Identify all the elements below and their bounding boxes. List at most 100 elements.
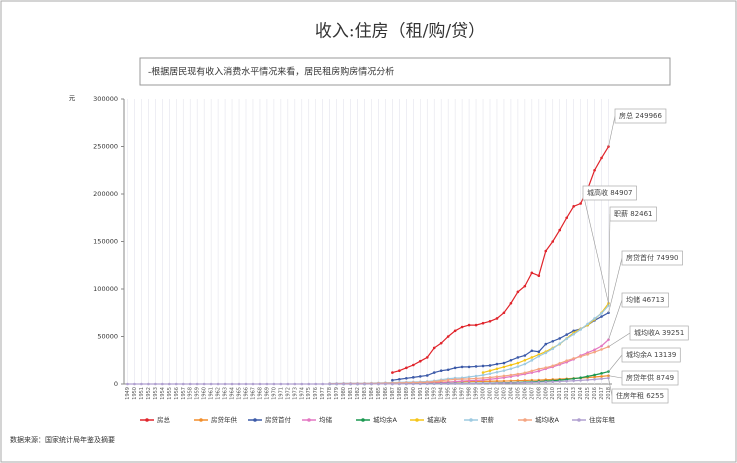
y-tick-label: 300000 xyxy=(93,95,118,103)
x-tick-label: 1995 xyxy=(446,387,452,400)
end-label: 房总 249966 xyxy=(619,111,662,120)
point xyxy=(286,382,290,386)
point xyxy=(579,379,582,382)
point xyxy=(467,379,471,382)
point xyxy=(502,374,506,378)
point xyxy=(516,381,520,385)
point xyxy=(439,379,443,382)
point xyxy=(467,382,471,385)
x-tick-label: 2015 xyxy=(585,387,591,400)
point xyxy=(300,382,304,386)
point xyxy=(244,382,248,386)
point xyxy=(488,381,492,385)
end-label-box xyxy=(614,108,667,124)
x-tick-label: 1986 xyxy=(383,387,389,400)
point xyxy=(168,382,171,386)
x-tick-label: 1996 xyxy=(453,387,459,400)
point xyxy=(530,369,534,373)
point xyxy=(579,328,582,331)
point xyxy=(551,347,555,351)
end-label: 均储 46713 xyxy=(626,295,665,304)
leader-line xyxy=(608,213,611,306)
y-tick-label: 100000 xyxy=(93,285,118,293)
point xyxy=(530,349,534,353)
x-tick-label: 2008 xyxy=(536,387,542,400)
x-tick-label: 1989 xyxy=(404,387,410,400)
legend-marker xyxy=(469,418,473,422)
point xyxy=(495,377,499,380)
point xyxy=(565,337,568,341)
x-tick-label: 1999 xyxy=(474,387,480,400)
end-label-box xyxy=(621,370,679,386)
point xyxy=(488,369,492,373)
legend-label: 城均收A xyxy=(535,415,560,424)
point xyxy=(377,382,380,386)
point xyxy=(600,344,603,348)
point xyxy=(516,361,520,365)
point xyxy=(495,381,499,385)
end-label-box xyxy=(611,388,669,404)
point xyxy=(398,377,401,381)
point xyxy=(593,378,596,381)
end-label-box xyxy=(621,292,669,308)
x-tick-label: 1973 xyxy=(292,387,298,400)
point xyxy=(474,379,478,382)
point xyxy=(405,382,408,386)
point xyxy=(509,373,513,377)
point xyxy=(593,350,596,354)
leader-line xyxy=(608,375,623,379)
y-tick-label: 200000 xyxy=(93,190,118,198)
point xyxy=(600,315,603,318)
point xyxy=(537,369,541,373)
point xyxy=(279,382,283,386)
legend-marker xyxy=(253,418,257,422)
point xyxy=(551,339,555,343)
point xyxy=(544,380,548,384)
x-tick-label: 1964 xyxy=(230,387,236,400)
point xyxy=(418,382,422,386)
point xyxy=(537,350,541,354)
point xyxy=(600,312,603,315)
point xyxy=(453,366,457,370)
point xyxy=(474,323,478,327)
point xyxy=(370,382,373,386)
point xyxy=(481,382,485,385)
point xyxy=(551,364,555,368)
point xyxy=(126,382,129,386)
x-tick-label: 1962 xyxy=(216,387,222,400)
leader-line xyxy=(608,299,623,340)
point xyxy=(425,374,429,377)
legend-marker xyxy=(523,418,527,422)
x-tick-label: 1994 xyxy=(439,387,445,400)
x-tick-label: 1993 xyxy=(432,387,438,400)
legend-label: 房贷年供 xyxy=(211,415,238,424)
x-tick-label: 2007 xyxy=(529,387,535,400)
point xyxy=(572,377,575,380)
point xyxy=(572,379,575,383)
point xyxy=(516,290,520,294)
x-tick-label: 1970 xyxy=(271,387,277,400)
point xyxy=(572,329,575,333)
point xyxy=(495,362,499,366)
point xyxy=(579,355,582,358)
leader-line xyxy=(608,115,616,147)
x-tick-label: 2000 xyxy=(481,387,487,400)
point xyxy=(516,379,520,382)
point xyxy=(558,342,562,345)
point xyxy=(593,317,596,320)
point xyxy=(460,325,464,329)
point xyxy=(446,368,450,372)
point xyxy=(412,382,415,386)
legend-label: 城均余A xyxy=(373,415,398,424)
point xyxy=(391,382,394,386)
point xyxy=(523,362,527,366)
x-tick-label: 2009 xyxy=(543,387,549,400)
x-tick-label: 1954 xyxy=(160,387,166,400)
point xyxy=(237,382,241,386)
leader-line xyxy=(608,354,623,372)
point xyxy=(432,380,436,383)
end-label-box xyxy=(582,185,637,201)
legend-marker xyxy=(307,418,311,422)
x-tick-label: 2013 xyxy=(571,387,577,400)
x-tick-label: 1980 xyxy=(341,387,347,400)
